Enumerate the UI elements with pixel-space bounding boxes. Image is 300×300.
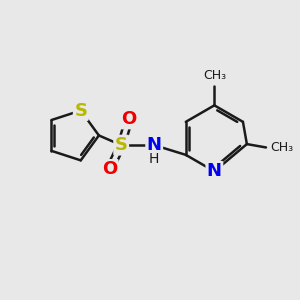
Text: CH₃: CH₃ <box>270 141 293 154</box>
Text: S: S <box>74 101 87 119</box>
Text: O: O <box>102 160 117 178</box>
Text: N: N <box>207 162 222 180</box>
Text: H: H <box>149 152 159 166</box>
Text: O: O <box>121 110 136 128</box>
Text: S: S <box>115 136 128 154</box>
Text: CH₃: CH₃ <box>203 69 226 82</box>
Text: N: N <box>147 136 162 154</box>
